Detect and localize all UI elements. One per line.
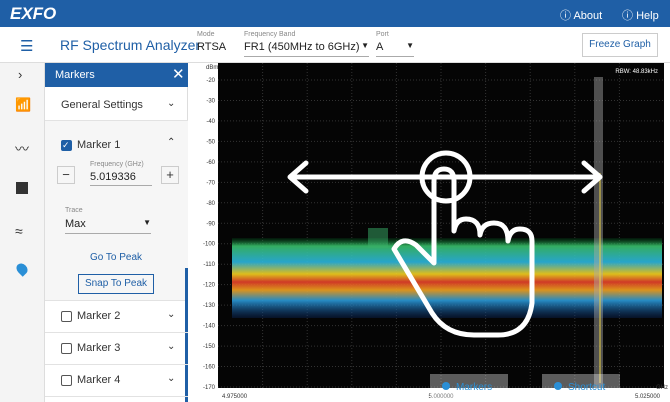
expand-icon[interactable]: ›	[18, 67, 23, 82]
x-tick-label: 4.975000	[222, 394, 248, 400]
mode-value[interactable]: RTSA	[197, 41, 227, 53]
marker-row[interactable]: Marker 2 ⌄	[45, 301, 188, 333]
expand-chevron: ⌄	[167, 373, 176, 384]
help-link[interactable]: ⓘ Help	[622, 10, 659, 22]
close-button[interactable]: ✕	[172, 66, 185, 83]
decrement-button[interactable]: −	[57, 166, 75, 184]
icon-rail: › 📶 〰 ≈	[0, 63, 45, 402]
port-select[interactable]: A ▼	[376, 41, 414, 57]
y-tick-label: -110	[203, 262, 215, 268]
y-tick-label: -140	[203, 324, 216, 330]
rbw-label: RBW: 48.83kHz	[615, 69, 658, 75]
freq-input[interactable]: 5.019336	[90, 171, 152, 186]
y-tick-label: -90	[206, 221, 215, 227]
port-label: Port	[376, 31, 389, 38]
help-text: Help	[636, 10, 659, 22]
snap-to-peak-button[interactable]: Snap To Peak	[78, 274, 154, 294]
app-title: RF Spectrum Analyzer	[60, 37, 201, 53]
compare-icon[interactable]: ≈	[15, 223, 23, 239]
toolbar: ☰ RF Spectrum Analyzer Mode RTSA Frequen…	[0, 27, 670, 63]
marker-row[interactable]: Marker 3 ⌄	[45, 333, 188, 365]
panel-title: Markers	[55, 69, 95, 81]
general-settings[interactable]: General Settings ⌄	[45, 87, 188, 121]
top-bar: EXFO ⓘ About ⓘ Help	[0, 0, 670, 27]
trace-value: Max	[65, 218, 86, 230]
marker-checkbox[interactable]	[61, 375, 72, 386]
y-tick-label: -70	[206, 180, 215, 186]
panel-header: Markers ✕	[45, 63, 188, 87]
menu-button[interactable]: ☰	[20, 38, 34, 55]
trace-label: Trace	[65, 207, 83, 214]
freeze-button[interactable]: Freeze Graph	[582, 33, 658, 57]
freq-label: Frequency (GHz)	[90, 161, 144, 168]
general-text: General Settings	[61, 99, 143, 111]
chart-icon[interactable]	[16, 182, 28, 194]
y-tick-label: -160	[203, 365, 216, 371]
band-label: Frequency Band	[244, 31, 296, 38]
logo: EXFO	[10, 4, 57, 23]
port-value: A	[376, 41, 384, 53]
marker-label: Marker 2	[77, 310, 121, 322]
x-unit: GHz	[656, 385, 668, 391]
marker-label: Marker 3	[77, 342, 121, 354]
overlay-button-label: Shortcut	[568, 382, 605, 393]
markers-panel: Markers ✕ General Settings ⌄ ✓ Marker 1 …	[45, 63, 188, 402]
overlay-button-icon	[442, 382, 450, 390]
y-tick-label: -20	[206, 78, 215, 84]
marker-1-label: Marker 1	[77, 139, 121, 151]
trace-select[interactable]: Max ▼	[65, 218, 151, 234]
expand-chevron: ⌄	[167, 309, 176, 320]
marker-1-section: ✓ Marker 1 ⌃ − Frequency (GHz) 5.019336 …	[45, 121, 188, 301]
overlay-button-label: Markers	[456, 382, 492, 393]
scrollbar	[185, 268, 188, 402]
band-select[interactable]: FR1 (450MHz to 6GHz) ▼	[244, 41, 369, 57]
trace-icon[interactable]: 〰	[15, 141, 29, 157]
marker-row[interactable]: Marker 4 ⌄	[45, 365, 188, 397]
increment-button[interactable]: +	[161, 166, 179, 184]
spectrum-graph: RBW: 48.83kHz dBm -20 -30 -40 -50 -60 -70 -80 -9…	[203, 63, 668, 400]
about-link[interactable]: ⓘ About	[560, 10, 603, 22]
go-to-peak-button[interactable]: Go To Peak	[89, 252, 143, 263]
x-tick-label: 5.000000	[428, 394, 454, 400]
signal-icon[interactable]: 📶	[15, 97, 32, 112]
expand-chevron: ⌄	[167, 341, 176, 352]
marker-label: Marker 4	[77, 374, 121, 386]
y-tick-label: -120	[203, 283, 216, 289]
marker-icon[interactable]	[14, 261, 30, 277]
y-unit: dBm	[206, 65, 218, 71]
y-tick-label: -30	[206, 98, 215, 104]
y-tick-label: -100	[203, 242, 216, 248]
y-tick-label: -170	[203, 385, 216, 391]
about-text: About	[573, 10, 603, 22]
marker-checkbox[interactable]	[61, 311, 72, 322]
y-tick-label: -40	[206, 119, 215, 125]
x-tick-label: 5.025000	[635, 394, 661, 400]
y-tick-label: -150	[203, 344, 216, 350]
marker-checkbox[interactable]	[61, 343, 72, 354]
y-tick-label: -60	[206, 160, 215, 166]
band-value: FR1 (450MHz to 6GHz)	[244, 41, 360, 53]
y-tick-label: -80	[206, 201, 215, 207]
y-tick-label: -50	[206, 139, 215, 145]
mode-label: Mode	[197, 31, 215, 38]
y-tick-label: -130	[203, 303, 216, 309]
marker-1-checkbox[interactable]: ✓	[61, 140, 72, 151]
overlay-button-icon	[554, 382, 562, 390]
